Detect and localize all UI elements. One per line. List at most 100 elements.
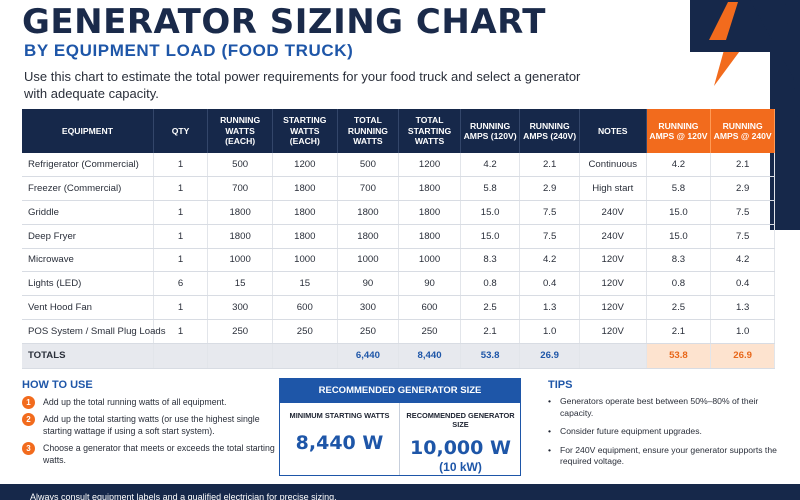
tip-item: Consider future equipment upgrades. — [548, 426, 778, 438]
table-cell: 0.8 — [646, 271, 712, 296]
table-cell: 250 — [398, 319, 461, 344]
tip-item: For 240V equipment, ensure your generato… — [548, 445, 778, 468]
table-cell: 2.9 — [519, 176, 580, 201]
equipment-name: Lights (LED) — [22, 271, 154, 296]
table-cell: 1000 — [272, 248, 338, 273]
table-header-row: EQUIPMENT QTY RUNNING WATTS (EACH) START… — [22, 109, 775, 153]
table-cell: 15.0 — [460, 200, 521, 225]
column-header-highlight: RUNNING AMPS @ 240V — [710, 109, 775, 153]
table-cell: 300 — [337, 295, 400, 320]
total-amps-240v: 26.9 — [519, 342, 580, 369]
column-header: STARTING WATTS (EACH) — [272, 109, 338, 153]
table-cell: 7.5 — [710, 224, 775, 249]
table-cell — [207, 342, 273, 369]
page-title: GENERATOR SIZING CHART — [22, 2, 546, 42]
table-cell: High start — [579, 176, 647, 201]
sizing-table: EQUIPMENT QTY RUNNING WATTS (EACH) START… — [22, 109, 775, 369]
recommended-box-heading: RECOMMENDED GENERATOR SIZE — [280, 379, 520, 403]
table-cell: 1 — [153, 153, 209, 178]
table-cell: 1 — [153, 295, 209, 320]
table-cell: 1800 — [272, 224, 338, 249]
totals-row: TOTALS 6,440 8,440 53.8 26.9 53.8 26.9 — [22, 342, 775, 369]
total-amps-at-120v: 53.8 — [646, 342, 712, 369]
table-cell: 700 — [207, 176, 273, 201]
table-cell: 2.5 — [460, 295, 521, 320]
table-cell: 250 — [272, 319, 338, 344]
table-cell: 0.4 — [519, 271, 580, 296]
table-cell: 0.4 — [710, 271, 775, 296]
recommended-size-box: RECOMMENDED GENERATOR SIZE MINIMUM START… — [279, 378, 521, 476]
table-cell: 1.0 — [519, 319, 580, 344]
table-cell: 250 — [337, 319, 400, 344]
table-cell: 600 — [272, 295, 338, 320]
table-cell: 6 — [153, 271, 209, 296]
table-row: Lights (LED) 6 15 15 90 90 0.8 0.4 120V 0.8 0.4 — [22, 271, 775, 296]
table-cell: 2.9 — [710, 176, 775, 201]
step-item: 1 Add up the total running watts of all … — [22, 396, 287, 409]
how-to-use-heading: HOW TO USE — [22, 379, 93, 391]
table-cell: 1200 — [398, 153, 461, 178]
column-header: QTY — [153, 109, 209, 153]
step-number: 3 — [22, 442, 35, 455]
table-cell: 1800 — [398, 200, 461, 225]
table-cell: 4.2 — [710, 248, 775, 273]
table-cell: 1000 — [337, 248, 400, 273]
step-text: Add up the total running watts of all eq… — [43, 397, 227, 407]
equipment-name: Freezer (Commercial) — [22, 176, 154, 201]
page-subtitle: BY EQUIPMENT LOAD (FOOD TRUCK) — [24, 41, 354, 60]
table-cell: 1 — [153, 248, 209, 273]
equipment-name: Griddle — [22, 200, 154, 225]
column-header: TOTAL STARTING WATTS — [398, 109, 461, 153]
table-cell: Continuous — [579, 153, 647, 178]
table-cell: 240V — [579, 200, 647, 225]
table-cell: 5.8 — [646, 176, 712, 201]
table-cell: 7.5 — [519, 224, 580, 249]
table-cell: 1000 — [207, 248, 273, 273]
min-starting-value: 8,440 W — [295, 432, 384, 454]
table-cell: 5.8 — [460, 176, 521, 201]
table-cell: 90 — [398, 271, 461, 296]
how-to-use-steps: 1 Add up the total running watts of all … — [22, 396, 287, 471]
recommended-size-kw: (10 kW) — [439, 460, 482, 474]
table-cell: 1800 — [207, 200, 273, 225]
intro-text: Use this chart to estimate the total pow… — [24, 69, 581, 101]
table-cell: 120V — [579, 319, 647, 344]
table-row: Microwave 1 1000 1000 1000 1000 8.3 4.2 120V 8.3 4… — [22, 248, 775, 273]
table-cell: 15 — [207, 271, 273, 296]
step-number: 1 — [22, 396, 35, 409]
table-cell: 2.1 — [710, 153, 775, 178]
table-cell: 15.0 — [646, 224, 712, 249]
table-row: POS System / Small Plug Loads 1 250 250 250 2… — [22, 319, 775, 344]
column-header: EQUIPMENT — [22, 109, 154, 153]
min-starting-label: MINIMUM STARTING WATTS — [289, 411, 390, 420]
table-cell: 600 — [398, 295, 461, 320]
table-cell: 1800 — [398, 176, 461, 201]
table-cell — [579, 342, 647, 369]
table-cell: 1 — [153, 224, 209, 249]
table-cell: 1200 — [272, 153, 338, 178]
recommended-size-label: RECOMMENDED GENERATOR SIZE — [406, 411, 515, 429]
column-header: NOTES — [579, 109, 647, 153]
table-cell: 1800 — [272, 200, 338, 225]
table-cell: 8.3 — [460, 248, 521, 273]
table-row: Freezer (Commercial) 1 700 1800 700 1800 5.8 2.… — [22, 176, 775, 201]
table-cell: 1.0 — [710, 319, 775, 344]
table-cell: 240V — [579, 224, 647, 249]
table-cell: 500 — [207, 153, 273, 178]
step-item: 2 Add up the total starting watts (or us… — [22, 413, 287, 437]
table-cell: 7.5 — [519, 200, 580, 225]
table-cell: 2.1 — [519, 153, 580, 178]
table-row: Vent Hood Fan 1 300 600 300 600 2.5 1.3 120V 2.5 1… — [22, 295, 775, 320]
column-header: RUNNING WATTS (EACH) — [207, 109, 273, 153]
equipment-name: POS System / Small Plug Loads — [22, 319, 166, 344]
table-cell: 700 — [337, 176, 400, 201]
table-cell: 15.0 — [460, 224, 521, 249]
total-starting-watts: 8,440 — [398, 342, 461, 369]
table-cell: 300 — [207, 295, 273, 320]
table-cell: 500 — [337, 153, 400, 178]
table-row: Deep Fryer 1 1800 1800 1800 1800 15.0 7.5 240V 15… — [22, 224, 775, 249]
table-cell — [272, 342, 338, 369]
totals-label: TOTALS — [22, 342, 154, 369]
equipment-name: Vent Hood Fan — [22, 295, 154, 320]
table-cell: 1800 — [207, 224, 273, 249]
